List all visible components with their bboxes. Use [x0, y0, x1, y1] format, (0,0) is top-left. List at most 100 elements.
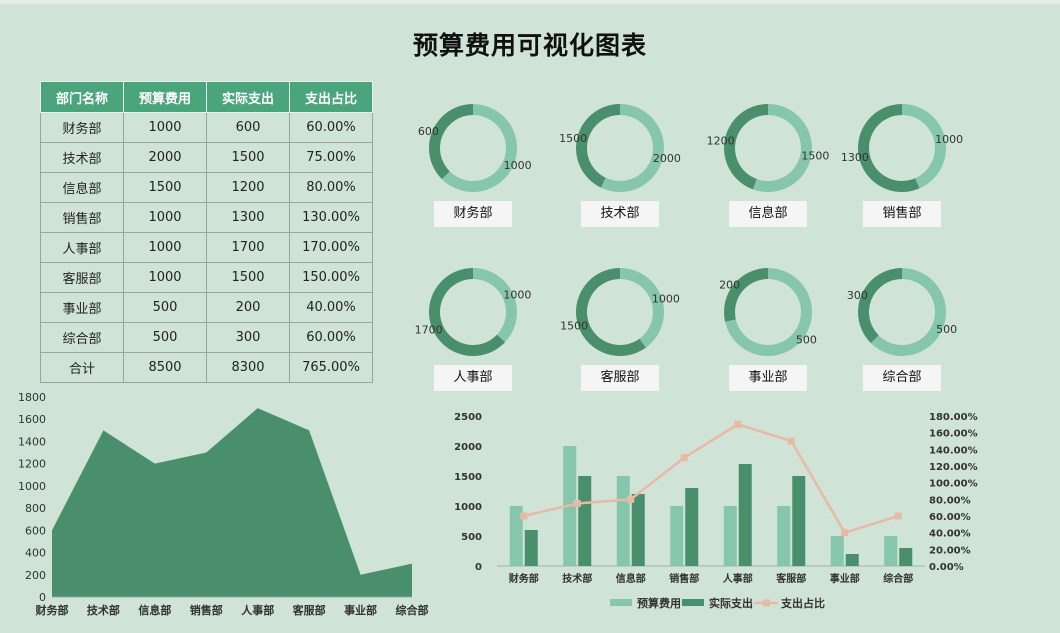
combo-y-tick: 2500: [454, 412, 482, 423]
area-x-tick: 综合部: [396, 603, 429, 617]
bar-actual: [845, 554, 859, 566]
table-header-cell: 支出占比: [289, 81, 373, 113]
area-x-tick: 财务部: [35, 603, 69, 617]
area-y-tick: 1800: [18, 391, 46, 404]
area-x-tick: 事业部: [344, 603, 377, 617]
donut-value-budget: 500: [796, 333, 817, 346]
area-x-tick: 信息部: [138, 603, 171, 617]
bar-budget: [830, 536, 844, 566]
table-cell: 客服部: [40, 262, 124, 293]
sheet-top-border: [0, 0, 1060, 4]
donut-caption: 综合部: [863, 365, 941, 391]
area-y-tick: 200: [25, 569, 46, 582]
legend-marker: [763, 599, 770, 607]
ratio-point: [841, 529, 849, 537]
area-y-tick: 1200: [18, 458, 46, 471]
table-cell: 1500: [206, 142, 290, 173]
area-series: [52, 408, 412, 597]
table-cell: 600: [206, 112, 290, 143]
combo-y-tick: 2000: [454, 442, 482, 453]
donut-value-actual: 600: [418, 125, 439, 138]
donut-caption: 销售部: [863, 201, 941, 227]
table-cell: 150.00%: [289, 262, 373, 293]
combo-x-tick: 销售部: [669, 572, 699, 585]
combo-y2-tick: 140.00%: [929, 445, 978, 456]
area-chart: 0 200 400 600 800 1000 1200 1400 1600 1800 财务部 技术部 信…: [18, 391, 429, 617]
bar-budget: [884, 536, 898, 566]
bar-budget: [723, 506, 737, 566]
legend-label: 预算费用: [637, 596, 681, 610]
donut-value-actual: 1300: [841, 151, 869, 164]
ratio-point: [627, 495, 635, 503]
donut-chart: 1000 1300: [841, 104, 963, 192]
combo-x-tick: 综合部: [883, 572, 913, 585]
table-row: 销售部 1000 1300 130.00%: [40, 202, 373, 233]
combo-x-tick: 人事部: [723, 572, 753, 585]
table-header-cell: 实际支出: [206, 81, 290, 113]
legend-label: 支出占比: [780, 596, 825, 610]
table-cell: 信息部: [40, 172, 124, 203]
combo-y-tick: 1000: [454, 502, 482, 513]
table-cell: 1200: [206, 172, 290, 203]
ratio-point: [734, 420, 742, 428]
combo-y2-tick: 0.00%: [929, 562, 964, 573]
donut-value-actual: 1200: [707, 134, 735, 147]
donut-caption: 技术部: [581, 201, 659, 227]
bar-budget: [670, 506, 684, 566]
donut-chart: 1000 600: [418, 104, 532, 192]
donut-value-budget: 1000: [935, 133, 963, 146]
table-cell: 1300: [206, 202, 290, 233]
area-x-tick: 客服部: [292, 603, 326, 617]
legend-swatch: [682, 599, 704, 606]
ratio-point: [680, 454, 688, 462]
table-cell: 合计: [40, 352, 124, 383]
donut-value-budget: 1500: [801, 150, 829, 163]
table-total-row: 合计 8500 8300 765.00%: [40, 352, 373, 383]
table-row: 事业部 500 200 40.00%: [40, 292, 373, 323]
area-y-tick: 800: [25, 502, 46, 515]
donut-caption: 人事部: [434, 365, 512, 391]
combo-y2-tick: 60.00%: [929, 512, 971, 523]
combo-x-tick: 财务部: [508, 572, 539, 585]
bar-actual: [899, 548, 913, 566]
table-cell: 200: [206, 292, 290, 323]
combo-y-tick: 500: [461, 532, 482, 543]
table-cell: 1500: [206, 262, 290, 293]
area-x-tick: 人事部: [241, 603, 274, 617]
table-cell: 170.00%: [289, 232, 373, 263]
table-cell: 人事部: [40, 232, 124, 263]
table-row: 信息部 1500 1200 80.00%: [40, 172, 373, 203]
table-cell: 130.00%: [289, 202, 373, 233]
table-cell: 1000: [123, 262, 207, 293]
donut-chart: 500 300: [847, 268, 957, 356]
bar-actual: [578, 476, 592, 566]
table-row: 综合部 500 300 60.00%: [40, 322, 373, 353]
bar-budget: [509, 506, 523, 566]
combo-y2-tick: 80.00%: [929, 495, 971, 506]
combo-x-tick: 客服部: [775, 572, 806, 585]
combo-y2-tick: 160.00%: [929, 429, 978, 440]
bar-actual: [631, 494, 645, 566]
table-cell: 40.00%: [289, 292, 373, 323]
table-cell: 1000: [123, 232, 207, 263]
donut-value-budget: 1000: [504, 159, 532, 172]
table-cell: 500: [123, 292, 207, 323]
table-cell: 技术部: [40, 142, 124, 173]
combo-y2-tick: 180.00%: [929, 412, 978, 423]
donut-slice-actual: [858, 268, 902, 344]
table-cell: 1500: [123, 172, 207, 203]
donut-value-budget: 1000: [652, 292, 680, 305]
donut-value-actual: 200: [719, 279, 740, 292]
legend-label: 实际支出: [709, 596, 753, 610]
combo-y2-tick: 40.00%: [929, 529, 971, 540]
ratio-point: [894, 512, 902, 520]
table-cell: 765.00%: [289, 352, 373, 383]
table-row: 人事部 1000 1700 170.00%: [40, 232, 373, 263]
combo-x-tick: 事业部: [830, 572, 860, 585]
donut-slice-actual: [724, 268, 768, 322]
bar-budget: [616, 476, 630, 566]
area-y-tick: 1000: [18, 480, 46, 493]
table-cell: 事业部: [40, 292, 124, 323]
combo-chart: 0 500 1000 1500 2000 2500 0.00% 20.00% 40.00% 60.…: [454, 412, 978, 610]
table-cell: 300: [206, 322, 290, 353]
